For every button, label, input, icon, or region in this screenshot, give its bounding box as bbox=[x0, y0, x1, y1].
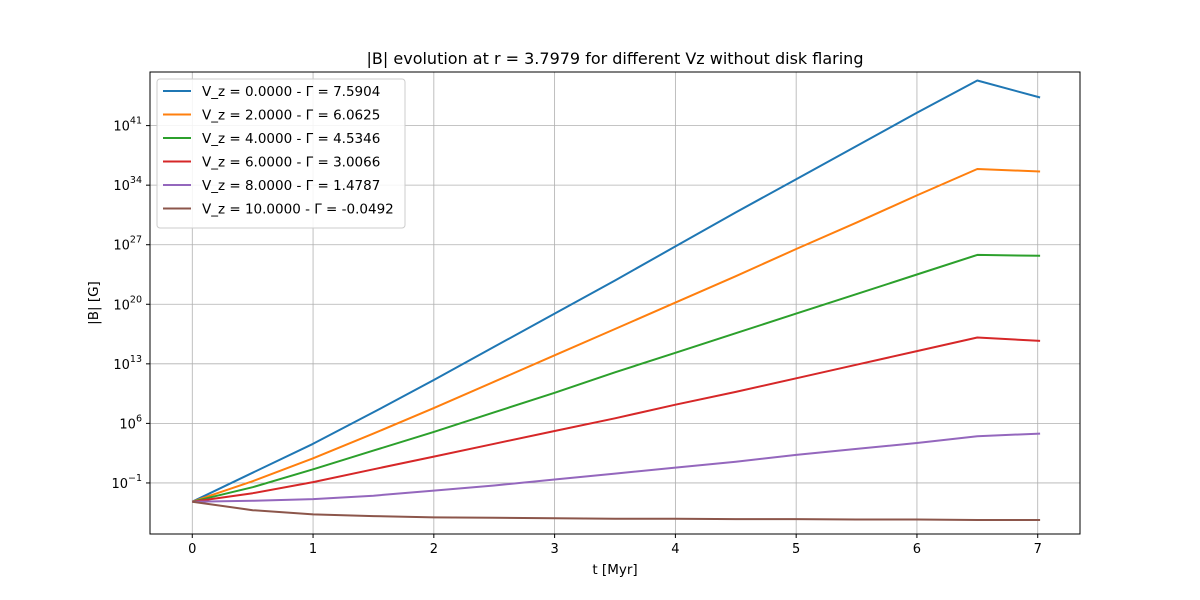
x-axis-ticks: 0 1 2 3 4 5 6 7 bbox=[188, 534, 1042, 557]
y-tick-label: 1013 bbox=[113, 354, 142, 373]
legend-label-1: V_z = 0.0000 - Γ = 7.5904 bbox=[202, 84, 380, 100]
legend-label-3: V_z = 4.0000 - Γ = 4.5346 bbox=[202, 131, 380, 147]
x-tick-label: 4 bbox=[671, 542, 679, 557]
legend-box bbox=[156, 78, 406, 229]
legend-label-2: V_z = 2.0000 - Γ = 6.0625 bbox=[202, 108, 380, 124]
y-axis-label: |B| [G] bbox=[86, 281, 102, 325]
x-tick-label: 0 bbox=[188, 542, 196, 557]
x-tick-label: 1 bbox=[309, 542, 317, 557]
y-tick-label: 10−1 bbox=[111, 473, 142, 492]
x-tick-label: 6 bbox=[913, 542, 921, 557]
x-tick-label: 5 bbox=[792, 542, 800, 557]
x-tick-label: 2 bbox=[430, 542, 438, 557]
series-line-6 bbox=[192, 500, 1041, 521]
legend-label-4: V_z = 6.0000 - Γ = 3.0066 bbox=[202, 155, 380, 171]
series-lines bbox=[191, 79, 1041, 521]
series-line-4 bbox=[192, 336, 1041, 503]
legend-label-6: V_z = 10.0000 - Γ = -0.0492 bbox=[202, 202, 394, 218]
series-line-2 bbox=[191, 168, 1041, 503]
y-tick-label: 1034 bbox=[113, 175, 142, 194]
y-tick-label: 106 bbox=[119, 413, 142, 432]
series-line-1 bbox=[191, 79, 1041, 503]
chart-title: |B| evolution at r = 3.7979 for differen… bbox=[367, 49, 864, 68]
series-line-3 bbox=[192, 253, 1041, 503]
series-line-5 bbox=[192, 432, 1041, 503]
legend-label-5: V_z = 8.0000 - Γ = 1.4787 bbox=[202, 178, 380, 194]
y-tick-label: 1041 bbox=[113, 116, 142, 135]
x-axis-label: t [Myr] bbox=[592, 562, 637, 578]
y-tick-label: 1020 bbox=[113, 294, 142, 313]
x-tick-label: 7 bbox=[1034, 542, 1042, 557]
x-tick-label: 3 bbox=[550, 542, 558, 557]
y-tick-label: 1027 bbox=[113, 235, 142, 254]
y-axis-ticks: 10−1 106 1013 1020 1027 1034 1041 bbox=[111, 116, 150, 492]
legend: V_z = 0.0000 - Γ = 7.5904 V_z = 2.0000 - … bbox=[156, 78, 406, 229]
plot-area-frame bbox=[149, 71, 1081, 535]
